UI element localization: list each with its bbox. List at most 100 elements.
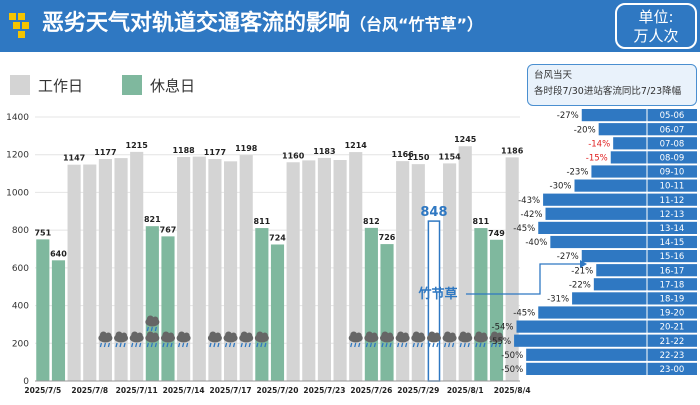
cloud-shape [459,331,467,339]
raindrop [123,342,126,348]
data-label-typhoon: 848 [420,205,447,220]
hourly-period-label: 12-13 [660,210,685,220]
y-tick-label: 0 [23,377,29,387]
raindrop [248,342,251,348]
hourly-bar [514,334,697,347]
raindrop [369,342,373,348]
y-tick-label: 200 [12,339,29,349]
raindrop [405,342,408,348]
raindrop [150,342,153,348]
x-tick-label: 2025/7/17 [210,386,252,395]
raindrop [420,342,423,348]
connector-line [465,263,580,295]
data-label: 1215 [126,141,149,150]
raindrop [494,342,498,348]
bar-work [67,164,81,381]
hourly-value-label: -23% [566,168,588,178]
hourly-value-label: -40% [525,238,547,248]
legend-workday: 工作日 [10,75,83,95]
raindrop [224,342,228,348]
bar-work [411,164,425,381]
rain-cloud-icon [176,331,191,348]
cloud-shape [350,331,358,339]
cloud-shape [261,332,268,339]
raindrop [447,342,451,348]
bar-rest [474,228,488,381]
x-tick-label: 2025/7/8 [71,386,108,395]
title-main: 恶劣天气对轨道交通客流的影响 [42,11,351,36]
rain-cloud-icon [426,331,441,348]
rain-cloud-icon [489,331,504,348]
y-tick-label: 1400 [6,113,29,123]
cloud-shape [146,331,154,339]
hourly-value-label: -54% [492,323,514,333]
cloud-shape [178,331,186,339]
bar-rest [270,244,285,381]
cloud-shape [387,332,394,339]
rain-cloud-icon [114,331,129,348]
raindrop [412,342,415,348]
raindrop [154,326,157,332]
bar-rest [364,227,378,381]
data-label: 1198 [235,144,258,153]
hourly-value-label: -43% [518,196,540,206]
bar-work [114,158,128,381]
data-label: 1177 [204,148,226,157]
hourly-value-label: -15% [586,154,608,164]
y-tick-label: 1000 [6,188,29,198]
bar-work [349,152,363,381]
raindrop [428,342,431,348]
cloud-shape [246,332,253,339]
cloud-shape [355,332,362,339]
hourly-period-label: 20-21 [660,323,685,333]
raindrop [162,342,165,348]
hourly-bar [543,193,697,206]
bar-rest [255,228,269,381]
data-label: 1245 [454,135,477,144]
hourly-period-label: 06-07 [660,125,685,135]
bar-rest [161,236,175,381]
typhoon-info-line2: 各时段7/30进站客流同比7/23降幅 [534,86,682,97]
chart-axis: 0 200 400 600 800 1000 1200 1400 2025/7/5 2025/7/… [6,113,530,395]
bar-work [83,164,97,381]
bar-work [333,159,347,381]
cloud-shape [146,315,154,323]
hourly-bar [538,221,697,234]
raindrop [451,342,455,348]
data-label: 811 [254,217,271,226]
data-label: 726 [379,233,396,242]
y-tick-label: 1200 [6,151,29,161]
x-tick-label: 2025/7/5 [24,386,61,395]
raindrop [381,342,384,348]
cloud-shape [167,332,174,339]
data-label: 749 [488,229,505,238]
raindrop [170,342,173,348]
typhoon-label: 竹节草 [417,286,457,302]
raindrop [354,342,357,348]
rain-cloud-icon [348,331,363,348]
hourly-value-label: -42% [521,210,543,220]
raindrop [358,342,361,348]
hourly-bar [538,306,697,319]
hourly-value-label: -50% [501,351,523,361]
bar-work [458,146,472,381]
cloud-shape [365,331,373,339]
cloud-shape [412,331,420,339]
hourly-bar [581,109,697,122]
unit-value: 万人次 [633,27,679,45]
bar-rest [145,226,159,381]
raindrop [107,342,111,348]
cloud-shape [256,331,264,339]
hourly-period-label: 19-20 [660,309,685,319]
hourly-value-label: -50% [501,365,523,375]
data-label: 812 [363,217,380,226]
rain-cloud-icon [364,331,379,348]
raindrop [479,342,482,348]
hourly-bar [550,235,697,249]
cloud-shape [240,331,248,339]
bar-work [286,162,300,381]
hourly-bar [598,123,697,136]
raindrop [150,326,153,332]
x-tick-label: 2025/7/23 [303,386,345,395]
hourly-bar [526,348,697,361]
